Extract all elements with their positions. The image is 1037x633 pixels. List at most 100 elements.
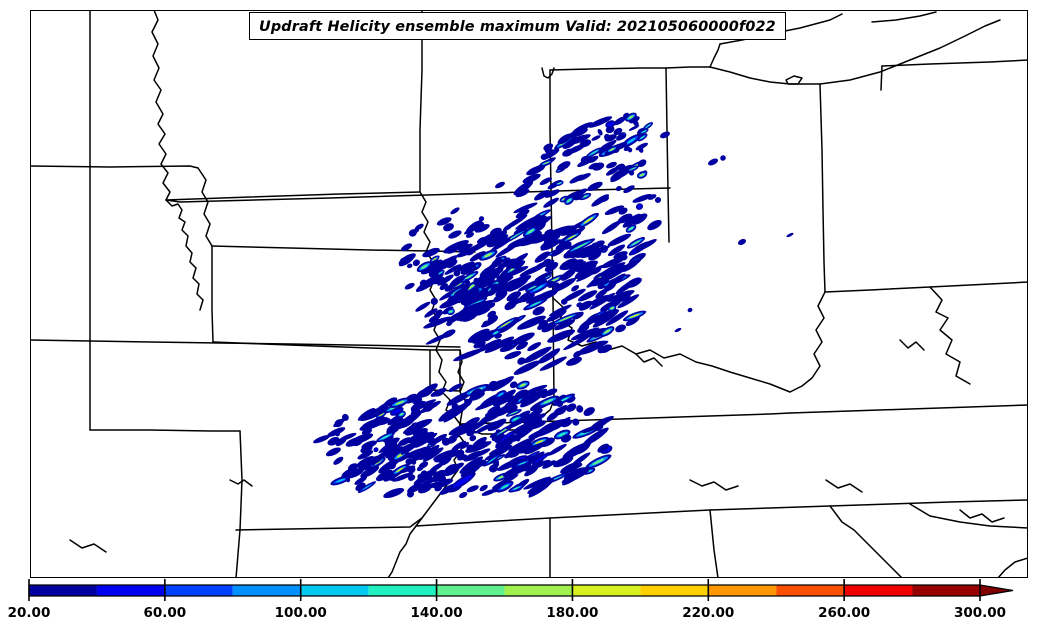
uh-swath-mid — [448, 297, 457, 303]
uh-swath-mid — [471, 252, 484, 260]
uh-swath — [494, 404, 512, 416]
uh-swath — [401, 243, 413, 252]
uh-swath — [534, 251, 550, 263]
uh-swath-speck — [707, 158, 719, 166]
uh-swath — [391, 464, 409, 476]
uh-swath-core — [628, 226, 634, 231]
uh-swath — [575, 260, 598, 273]
uh-swath — [619, 163, 626, 171]
uh-swath — [485, 275, 493, 282]
uh-swath — [506, 395, 516, 403]
colorbar-band — [504, 585, 573, 596]
uh-swath — [547, 443, 567, 456]
uh-swath-mid — [624, 186, 634, 192]
uh-swath — [626, 237, 645, 249]
uh-swath-mid — [457, 350, 481, 360]
uh-swath-speck — [591, 135, 601, 141]
uh-swath-mid — [486, 276, 492, 281]
uh-swath — [431, 474, 442, 482]
uh-swath-mid — [495, 476, 516, 487]
uh-swath-mid — [394, 418, 403, 424]
uh-swath — [540, 239, 556, 250]
colorbar: 20.00 60.00 100.00 140.00 180.00 220.00 260.00… — [0, 578, 1037, 633]
uh-swath-mid — [444, 224, 453, 230]
uh-swath — [539, 177, 552, 186]
uh-swath-mid — [457, 266, 463, 271]
uh-swath — [561, 419, 573, 428]
uh-swath-mid — [527, 443, 543, 453]
uh-swath-core — [395, 400, 405, 405]
uh-swath — [553, 429, 571, 440]
uh-swath — [412, 259, 420, 267]
colorbar-tick-label: 100.00 — [275, 605, 327, 621]
uh-swath — [333, 456, 344, 465]
uh-swath-mid — [435, 391, 443, 396]
uh-swath-mid — [562, 299, 567, 304]
uh-swath-mid — [606, 135, 616, 141]
uh-swath — [341, 468, 355, 479]
uh-swath — [534, 189, 550, 201]
uh-swath-core — [381, 434, 390, 440]
uh-swath-mid — [407, 264, 412, 267]
uh-swath — [495, 439, 513, 449]
uh-swath-speck — [361, 462, 371, 468]
uh-swath — [354, 476, 367, 485]
uh-swath-mid — [515, 435, 520, 440]
uh-swath — [601, 220, 622, 235]
uh-swath — [491, 271, 500, 279]
uh-swath — [598, 139, 617, 154]
uh-swath — [447, 295, 459, 304]
uh-swath — [607, 244, 626, 257]
uh-swath — [453, 269, 461, 277]
uh-swath — [423, 278, 439, 287]
uh-swath-mid — [529, 294, 549, 302]
uh-swath — [529, 215, 547, 226]
uh-swath-mid — [601, 197, 608, 201]
uh-swath-mid — [487, 449, 507, 459]
uh-swath-core — [335, 478, 346, 483]
uh-swath — [437, 274, 454, 286]
uh-swath — [410, 446, 431, 458]
uh-swath — [526, 281, 551, 296]
uh-swath-mid — [422, 470, 435, 479]
uh-swath — [566, 259, 576, 268]
uh-swath-core — [510, 411, 518, 415]
uh-swath — [599, 344, 612, 353]
uh-swath — [557, 133, 573, 145]
uh-swath — [544, 262, 559, 272]
uh-swath-mid — [516, 182, 531, 194]
uh-swath-mid — [597, 290, 607, 297]
uh-swath — [370, 416, 386, 426]
uh-swath-mid — [350, 469, 363, 477]
uh-swath — [383, 487, 405, 499]
river-detail-4 — [689, 479, 739, 491]
uh-swath — [585, 147, 603, 158]
uh-swath-mid — [608, 312, 626, 324]
uh-swath-core — [432, 257, 437, 261]
uh-swath-mid — [526, 386, 545, 393]
border-ar-la — [235, 517, 423, 531]
uh-swath-mid — [463, 467, 477, 476]
uh-swath-mid — [566, 337, 587, 349]
uh-swath-mid — [561, 227, 575, 234]
uh-swath — [638, 147, 644, 153]
uh-swath-mid — [379, 419, 389, 424]
uh-swath-mid — [484, 336, 491, 340]
uh-swath — [446, 259, 458, 269]
uh-swath-mid — [334, 458, 342, 464]
uh-swath-mid — [591, 279, 602, 285]
uh-swath-mid — [446, 242, 466, 252]
uh-swath-mid — [540, 425, 555, 432]
lake-erie-west-end — [709, 43, 721, 68]
uh-swath-mid — [468, 486, 478, 491]
uh-swath — [605, 120, 616, 129]
uh-swath-mid — [464, 314, 476, 321]
uh-swath — [560, 298, 568, 305]
uh-swath — [508, 258, 522, 268]
uh-swath — [566, 403, 577, 412]
uh-swath — [406, 263, 413, 269]
uh-swath — [459, 456, 483, 474]
uh-swath-mid — [470, 330, 487, 341]
uh-swath-mid — [443, 330, 454, 337]
uh-swath-mid — [574, 246, 592, 257]
